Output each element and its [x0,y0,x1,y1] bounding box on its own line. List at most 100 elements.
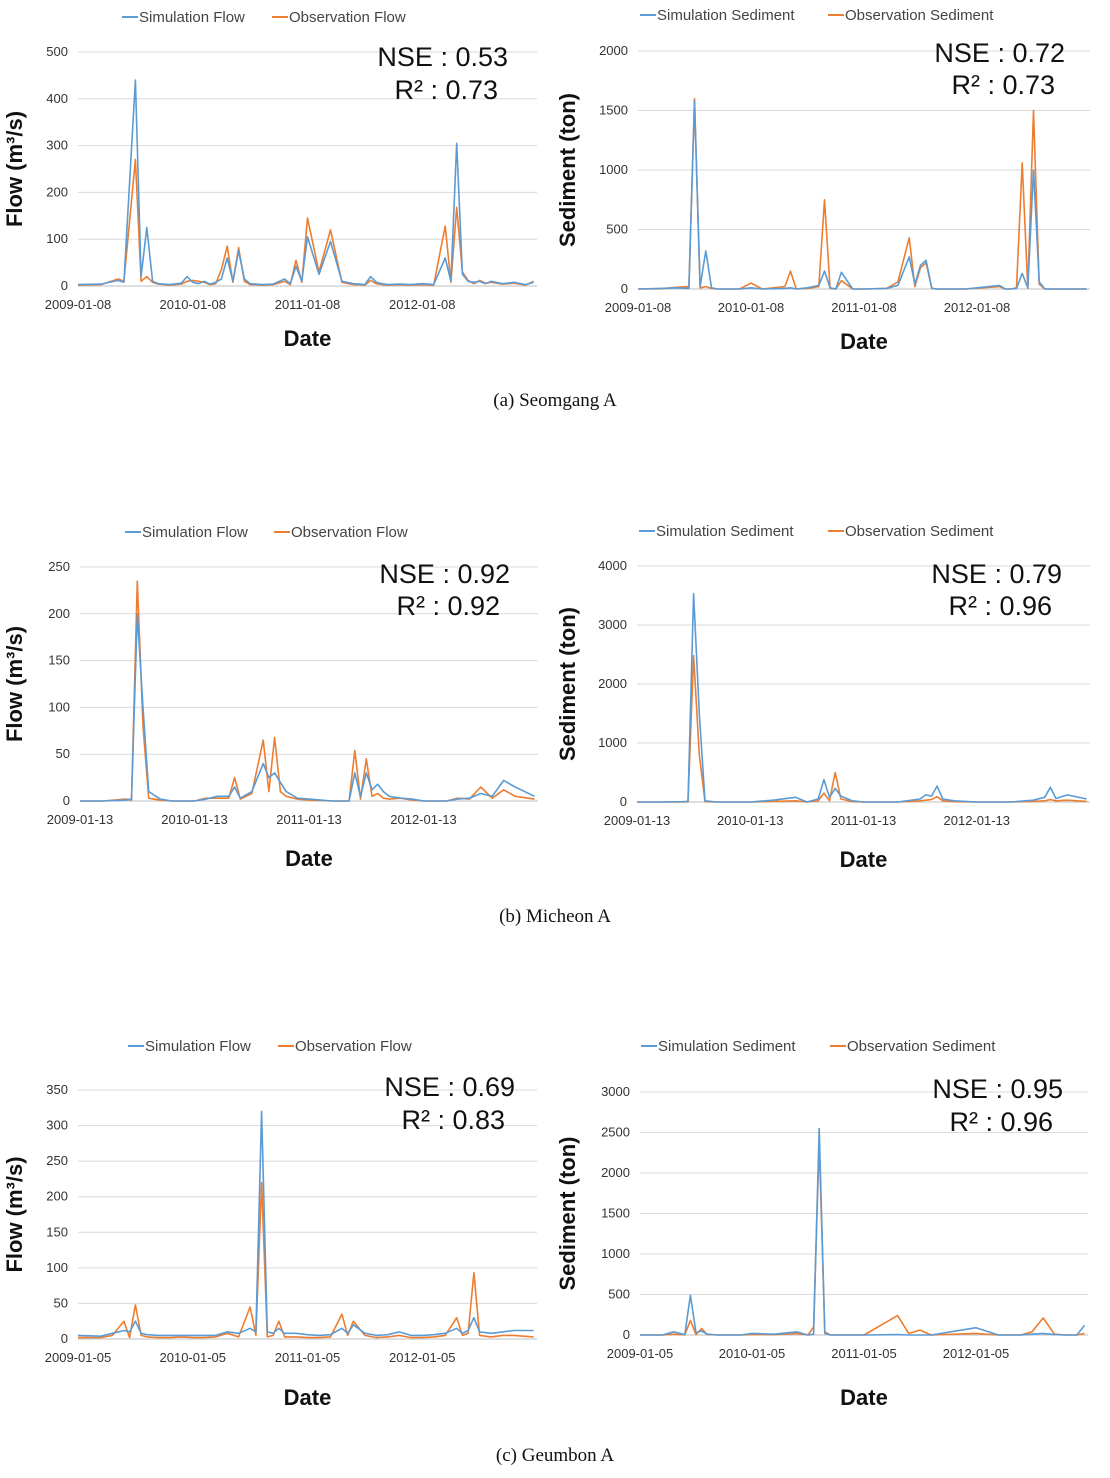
x-axis-title: Date [840,329,888,354]
y-tick-label: 3000 [598,617,627,632]
y-tick-label: 250 [46,1153,68,1168]
y-tick-label: 0 [61,278,68,293]
legend-label: Observation Sediment [845,523,994,540]
nse-label: NSE : 0.79 [931,559,1062,589]
series-line-simulation [640,1127,1086,1336]
y-tick-label: 1000 [598,735,627,750]
x-tick-label: 2010-01-13 [161,812,228,827]
y-tick-label: 50 [56,746,70,761]
y-tick-label: 200 [46,184,68,199]
x-tick-label: 2012-01-05 [943,1346,1010,1361]
nse-label: NSE : 0.69 [384,1072,515,1102]
y-tick-label: 500 [608,1287,630,1302]
y-axis-title: Sediment (ton) [555,1137,580,1291]
x-tick-label: 2009-01-13 [47,812,114,827]
nse-label: NSE : 0.95 [932,1074,1063,1104]
nse-label: NSE : 0.92 [379,559,510,589]
x-tick-label: 2010-01-05 [160,1350,227,1365]
r2-label: R² : 0.96 [949,1107,1053,1137]
r2-label: R² : 0.92 [396,591,500,621]
legend-label: Observation Flow [291,524,408,541]
y-tick-label: 3000 [601,1084,630,1099]
caption-micheon: (b) Micheon A [499,906,611,927]
series-line-observation [637,97,1087,290]
legend-label: Simulation Sediment [658,1038,796,1055]
legend-label: Simulation Flow [145,1038,251,1055]
caption-geumbon: (c) Geumbon A [495,1445,615,1466]
y-tick-label: 1500 [601,1206,630,1221]
y-axis-title: Flow (m³/s) [2,1156,27,1272]
series-line-observation [78,1181,534,1339]
x-tick-label: 2011-01-13 [276,812,342,827]
y-tick-label: 500 [606,222,628,237]
y-axis-title: Sediment (ton) [555,93,580,247]
legend-label: Simulation Sediment [656,523,794,540]
x-tick-label: 2009-01-05 [45,1350,112,1365]
y-tick-label: 100 [48,699,70,714]
y-tick-label: 100 [46,1260,68,1275]
x-tick-label: 2011-01-05 [831,1346,897,1361]
y-tick-label: 350 [46,1082,68,1097]
x-tick-label: 2009-01-05 [607,1346,674,1361]
y-axis-title: Sediment (ton) [555,607,580,761]
x-tick-label: 2010-01-08 [718,300,785,315]
y-tick-label: 200 [46,1189,68,1204]
y-tick-label: 2500 [601,1125,630,1140]
x-tick-label: 2011-01-08 [831,300,897,315]
y-axis-title: Flow (m³/s) [2,111,27,227]
r2-label: R² : 0.96 [948,591,1052,621]
x-tick-label: 2012-01-13 [390,812,457,827]
x-tick-label: 2012-01-08 [944,300,1011,315]
y-tick-label: 0 [621,281,628,296]
x-tick-label: 2012-01-13 [944,813,1011,828]
y-axis-title: Flow (m³/s) [2,626,27,742]
y-tick-label: 150 [46,1224,68,1239]
x-tick-label: 2009-01-08 [45,297,112,312]
x-axis-title: Date [285,846,333,871]
series-line-simulation [77,1110,534,1337]
r2-label: R² : 0.83 [401,1105,505,1135]
y-tick-label: 200 [48,606,70,621]
series-line-observation [77,158,534,286]
r2-label: R² : 0.73 [951,70,1055,100]
x-tick-label: 2010-01-08 [160,297,227,312]
x-tick-label: 2009-01-08 [605,300,672,315]
x-tick-label: 2011-01-08 [275,297,341,312]
y-tick-label: 0 [63,793,70,808]
legend-label: Simulation Sediment [657,7,795,24]
legend-label: Observation Sediment [845,7,994,24]
x-tick-label: 2011-01-13 [831,813,897,828]
y-tick-label: 1000 [599,162,628,177]
legend-label: Observation Sediment [847,1038,996,1055]
y-tick-label: 300 [46,138,68,153]
nse-label: NSE : 0.72 [934,38,1065,68]
x-axis-title: Date [284,326,332,351]
x-axis-title: Date [284,1385,332,1410]
x-tick-label: 2012-01-05 [389,1350,456,1365]
legend-label: Observation Flow [289,9,406,26]
y-tick-label: 150 [48,653,70,668]
y-tick-label: 1000 [601,1246,630,1261]
y-tick-label: 4000 [598,558,627,573]
x-axis-title: Date [840,1385,888,1410]
caption-seomgang: (a) Seomgang A [493,390,617,411]
legend-label: Observation Flow [295,1038,412,1055]
y-tick-label: 50 [54,1295,68,1310]
series-line-simulation [77,79,534,286]
legend-label: Simulation Flow [142,524,248,541]
y-tick-label: 0 [623,1327,630,1342]
x-tick-label: 2009-01-13 [604,813,671,828]
series-line-simulation [80,612,535,802]
y-tick-label: 0 [61,1331,68,1346]
y-tick-label: 400 [46,91,68,106]
x-axis-title: Date [840,847,888,872]
y-tick-label: 2000 [598,676,627,691]
x-tick-label: 2011-01-05 [275,1350,341,1365]
x-tick-label: 2010-01-13 [717,813,784,828]
nse-label: NSE : 0.53 [377,42,508,72]
y-tick-label: 250 [48,559,70,574]
legend-label: Simulation Flow [139,9,245,26]
y-tick-label: 2000 [599,43,628,58]
r2-label: R² : 0.73 [394,75,498,105]
y-tick-label: 1500 [599,103,628,118]
